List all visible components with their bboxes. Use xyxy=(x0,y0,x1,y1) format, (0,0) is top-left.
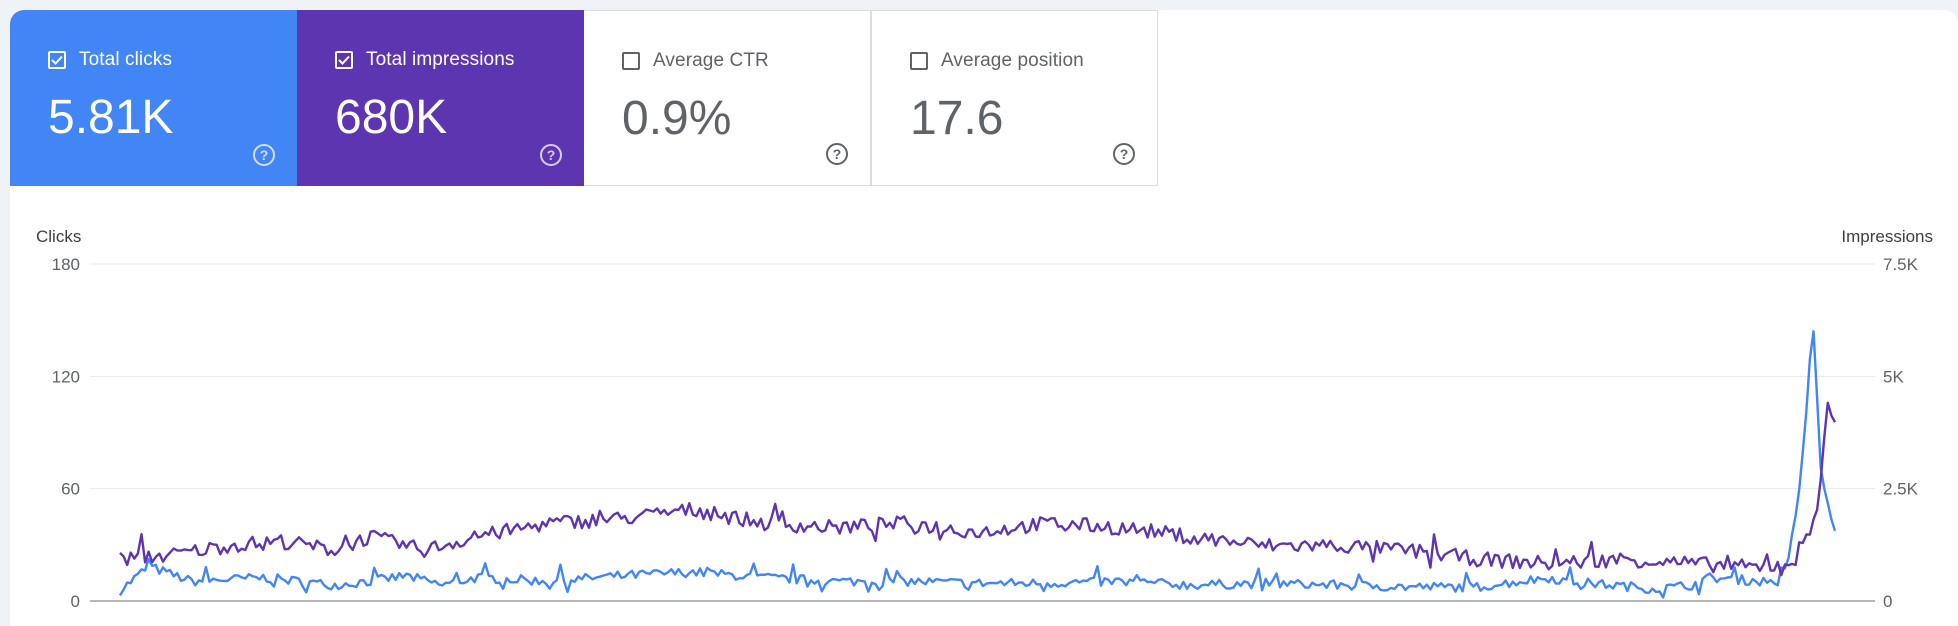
average-ctr-checkbox[interactable] xyxy=(622,52,640,70)
right-tick-label: 7.5K xyxy=(1883,255,1919,274)
impressions-series-line xyxy=(119,401,1837,577)
total-clicks-label: Total clicks xyxy=(79,49,173,70)
left-tick-label: 0 xyxy=(71,592,80,611)
axis-ticks: 0 60 120 180 0 2.5K 5K 7.5K xyxy=(52,255,1919,611)
total-clicks-card[interactable]: Total clicks 5.81K ? xyxy=(10,10,297,186)
average-ctr-card[interactable]: Average CTR 0.9% ? xyxy=(584,10,871,186)
total-impressions-checkbox[interactable] xyxy=(335,51,353,69)
average-position-checkbox[interactable] xyxy=(910,52,928,70)
left-tick-label: 180 xyxy=(52,255,80,274)
total-clicks-checkbox[interactable] xyxy=(48,51,66,69)
check-icon xyxy=(51,55,63,65)
metric-cards: Total clicks 5.81K ? Total impressions 6… xyxy=(10,10,1158,187)
total-clicks-value: 5.81K xyxy=(48,91,174,144)
help-icon[interactable]: ? xyxy=(253,144,275,166)
total-impressions-card[interactable]: Total impressions 680K ? xyxy=(297,10,584,186)
help-icon[interactable]: ? xyxy=(826,143,848,165)
average-position-label: Average position xyxy=(941,50,1084,71)
chart-grid xyxy=(90,263,1875,602)
average-ctr-value: 0.9% xyxy=(622,92,732,145)
right-tick-label: 5K xyxy=(1883,367,1904,386)
left-axis-title: Clicks xyxy=(36,227,81,246)
right-tick-label: 0 xyxy=(1883,592,1892,611)
performance-panel: Total clicks 5.81K ? Total impressions 6… xyxy=(10,10,1958,626)
clicks-series-line xyxy=(118,330,1837,599)
performance-chart: Clicks Impressions 0 60 120 180 0 2.5K 5K 7.5K xyxy=(36,227,1933,611)
right-tick-label: 2.5K xyxy=(1883,480,1919,499)
average-position-card[interactable]: Average position 17.6 ? xyxy=(871,10,1158,186)
left-tick-label: 60 xyxy=(61,480,80,499)
help-icon[interactable]: ? xyxy=(540,144,562,166)
average-ctr-label: Average CTR xyxy=(653,50,769,71)
average-position-value: 17.6 xyxy=(910,92,1004,145)
help-icon[interactable]: ? xyxy=(1113,143,1135,165)
chart-lines xyxy=(118,330,1837,599)
total-impressions-value: 680K xyxy=(335,91,448,144)
right-axis-title: Impressions xyxy=(1841,227,1933,246)
total-impressions-label: Total impressions xyxy=(366,49,515,70)
check-icon xyxy=(338,55,350,65)
left-tick-label: 120 xyxy=(52,367,80,386)
